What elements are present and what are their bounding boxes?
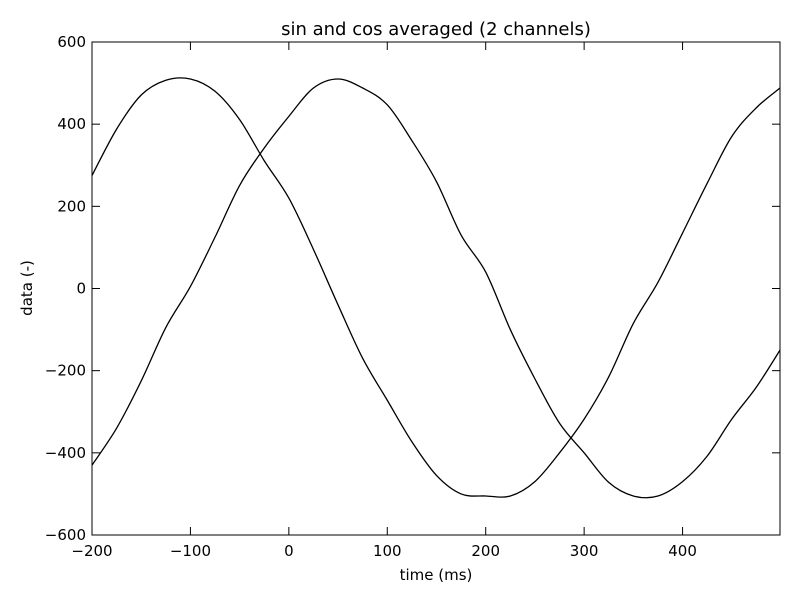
plot-frame <box>91 41 781 536</box>
x-tick-label: 400 <box>668 542 697 560</box>
y-tick-label: −400 <box>45 444 86 462</box>
y-axis-label: data (-) <box>18 260 36 316</box>
y-tick-label: 0 <box>76 280 86 298</box>
plot-lines <box>91 77 781 499</box>
series-line-1 <box>91 77 781 498</box>
x-tick-label: −200 <box>71 542 112 560</box>
y-tick-label: −600 <box>45 526 86 544</box>
x-tick-label: 100 <box>373 542 402 560</box>
y-tick-label: 600 <box>57 33 86 51</box>
x-tick-label: 0 <box>284 542 294 560</box>
chart-title: sin and cos averaged (2 channels) <box>281 19 591 40</box>
series-line-2 <box>91 78 781 499</box>
x-axis-label: time (ms) <box>400 566 473 584</box>
axis-ticks: −200 −100 0 100 200 300 400 600 400 200 0 −200 −400 −… <box>45 33 780 560</box>
y-tick-label: 200 <box>57 197 86 215</box>
x-tick-label: −100 <box>170 542 211 560</box>
x-tick-label: 200 <box>471 542 500 560</box>
y-tick-label: −200 <box>45 362 86 380</box>
x-tick-label: 300 <box>570 542 599 560</box>
y-tick-label: 400 <box>57 115 86 133</box>
